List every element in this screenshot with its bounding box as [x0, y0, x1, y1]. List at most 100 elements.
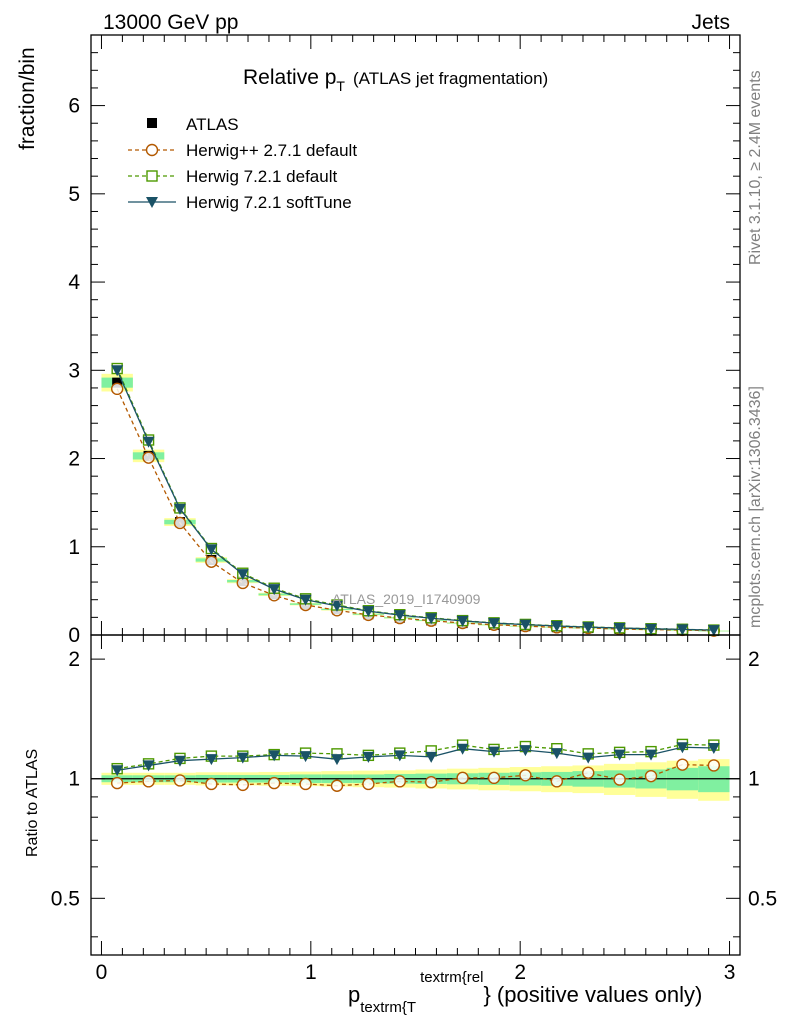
ratio-y-axis-label: Ratio to ATLAS	[24, 749, 41, 857]
ratio-point-herwigpp-2-7-1-default	[550, 775, 564, 788]
ratio-point-herwigpp-2-7-1-default	[582, 766, 595, 779]
ratio-y-tick-label-left: 2	[68, 648, 80, 671]
legend-item-herwig721: Herwig 7.2.1 default	[128, 167, 337, 186]
ratio-point-herwig-7-2-1-softtune	[707, 742, 720, 754]
main-point-herwig-7-2-1-softtune	[613, 623, 626, 635]
xlabel-main: p	[348, 982, 360, 1007]
ratio-point-herwigpp-2-7-1-default	[456, 771, 469, 785]
ratio-point-herwig-7-2-1-softtune	[488, 746, 501, 758]
ratio-point-herwigpp-2-7-1-default	[142, 775, 155, 788]
ratio-y-tick-label-left: 1	[68, 768, 80, 791]
main-point-herwigpp-2-7-1-default	[173, 516, 187, 530]
ratio-point-herwigpp-2-7-1-default	[110, 776, 124, 790]
main-line-herwig-7-2-1-softtune	[116, 370, 714, 631]
main-point-herwig-7-2-1-softtune	[330, 600, 343, 612]
ratio-point-herwigpp-2-7-1-default	[205, 777, 218, 791]
main-point-herwig-7-2-1-softtune	[550, 621, 563, 632]
ratio-axes: 0 1 2 3 0.5 0.5 1 1 2 2	[51, 635, 777, 984]
main-y-tick-label: 3	[68, 359, 80, 382]
ratio-point-herwig-7-2-1-softtune	[142, 760, 155, 772]
main-point-herwigpp-2-7-1-default	[110, 382, 124, 396]
ratio-point-herwig-7-2-1-softtune	[362, 751, 375, 763]
legend-label-herwigpp: Herwig++ 2.7.1 default	[186, 141, 357, 160]
ratio-point-herwig-7-2-1-softtune	[299, 751, 312, 763]
title-rest: (ATLAS jet fragmentation)	[353, 69, 548, 88]
ratio-point-herwig-7-2-1-softtune	[268, 750, 281, 762]
legend-marker-softtune	[146, 197, 158, 208]
legend-marker-herwig721	[146, 170, 158, 182]
ratio-series-herwig-7-2-1-softtune	[111, 742, 720, 777]
legend-marker-atlas	[147, 118, 157, 128]
ratio-point-herwig-7-2-1-softtune	[645, 749, 658, 761]
main-point-herwig-7-2-1-softtune	[142, 436, 155, 448]
main-y-tick-label: 6	[68, 95, 80, 118]
main-point-herwig-7-2-1-softtune	[299, 594, 312, 606]
ratio-uncertainty-band	[91, 759, 740, 801]
main-point-herwig-7-2-1-softtune	[111, 365, 124, 377]
collision-label: 13000 GeV pp	[103, 11, 238, 34]
x-tick-label: 2	[514, 961, 526, 984]
ratio-plot-frame	[90, 634, 741, 956]
ratio-point-herwigpp-2-7-1-default	[393, 775, 406, 788]
ratio-series-herwigpp-2-7-1-default	[110, 758, 721, 792]
ratio-point-herwigpp-2-7-1-default	[362, 777, 375, 791]
legend-item-herwigpp: Herwig++ 2.7.1 default	[128, 141, 357, 160]
ratio-point-herwigpp-2-7-1-default	[613, 773, 626, 786]
ratio-point-herwigpp-2-7-1-default	[644, 769, 658, 783]
main-axes: 0 1 2 3 4 5 6	[68, 35, 740, 647]
ratio-point-herwigpp-2-7-1-default	[519, 769, 532, 782]
x-tick-label: 3	[724, 961, 736, 984]
ratio-point-herwig-7-2-1-softtune	[393, 750, 406, 762]
main-point-herwig-7-2-1-softtune	[707, 625, 720, 637]
main-y-tick-label: 4	[68, 271, 80, 294]
ratio-point-herwigpp-2-7-1-default	[676, 758, 689, 771]
main-point-herwig-7-2-1-softtune	[676, 624, 689, 636]
jets-label: Jets	[691, 11, 730, 34]
main-point-herwig-7-2-1-softtune	[645, 623, 658, 635]
main-y-tick-label: 2	[68, 448, 80, 471]
ratio-point-herwigpp-2-7-1-default	[236, 778, 249, 792]
main-y-tick-label: 1	[68, 536, 80, 559]
legend-marker-herwigpp	[145, 143, 159, 157]
x-axis-label: ptextrm{Ttextrm{rel} (positive values on…	[348, 969, 702, 1016]
ratio-point-herwigpp-2-7-1-default	[487, 771, 501, 785]
ratio-point-herwigpp-2-7-1-default	[173, 774, 187, 787]
main-point-herwigpp-2-7-1-default	[142, 451, 155, 464]
ratio-point-herwig-7-2-1-softtune	[613, 749, 626, 761]
ratio-point-herwig-7-2-1-softtune	[676, 742, 689, 754]
main-series-group	[110, 362, 721, 637]
legend-label-atlas: ATLAS	[186, 115, 239, 134]
main-point-herwigpp-2-7-1-default	[205, 555, 218, 568]
legend-item-atlas: ATLAS	[147, 115, 239, 134]
main-y-axis-label: fraction/bin	[16, 47, 39, 150]
main-point-herwig-7-2-1-softtune	[173, 503, 186, 515]
main-point-herwig-7-2-1-softtune	[205, 544, 218, 556]
main-series-herwig-7-2-1-softtune	[111, 365, 720, 637]
legend-label-softtune: Herwig 7.2.1 softTune	[186, 193, 352, 212]
ratio-point-herwig-7-2-1-softtune	[550, 748, 563, 760]
main-point-herwig-7-2-1-softtune	[362, 606, 375, 618]
legend-item-softtune: Herwig 7.2.1 softTune	[128, 193, 352, 212]
ratio-y-tick-label-right: 1	[748, 768, 760, 791]
ratio-point-herwig-7-2-1-softtune	[330, 754, 343, 766]
ratio-point-herwig-7-2-1-softtune	[111, 765, 124, 777]
ratio-plot-panel: 0 1 2 3 0.5 0.5 1 1 2 2	[51, 634, 777, 984]
ratio-line-herwig-7-2-1-softtune	[117, 746, 714, 771]
ratio-point-herwigpp-2-7-1-default	[707, 759, 721, 772]
ratio-point-herwig-7-2-1-softtune	[236, 752, 249, 764]
ratio-point-herwig-7-2-1-softtune	[205, 754, 218, 766]
ratio-point-herwig-7-2-1-softtune	[519, 745, 532, 757]
main-y-tick-label: 0	[68, 624, 80, 647]
main-point-herwig-7-2-1-softtune	[519, 619, 532, 631]
x-tick-label: 0	[96, 961, 108, 984]
main-plot-panel: 0 1 2 3 4 5 6	[68, 34, 741, 647]
main-point-herwig-7-2-1-softtune	[425, 613, 438, 625]
main-point-herwig-7-2-1-softtune	[488, 618, 501, 630]
xlabel-rest: } (positive values only)	[483, 982, 702, 1007]
plot-title: Relative pT (ATLAS jet fragmentation)	[243, 66, 548, 94]
analysis-watermark: ATLAS_2019_I1740909	[332, 591, 481, 607]
main-point-herwig-7-2-1-softtune	[268, 584, 281, 596]
ratio-point-herwig-7-2-1-softtune	[582, 752, 595, 764]
legend-label-herwig721: Herwig 7.2.1 default	[186, 167, 337, 186]
main-point-herwig-7-2-1-softtune	[393, 610, 406, 622]
